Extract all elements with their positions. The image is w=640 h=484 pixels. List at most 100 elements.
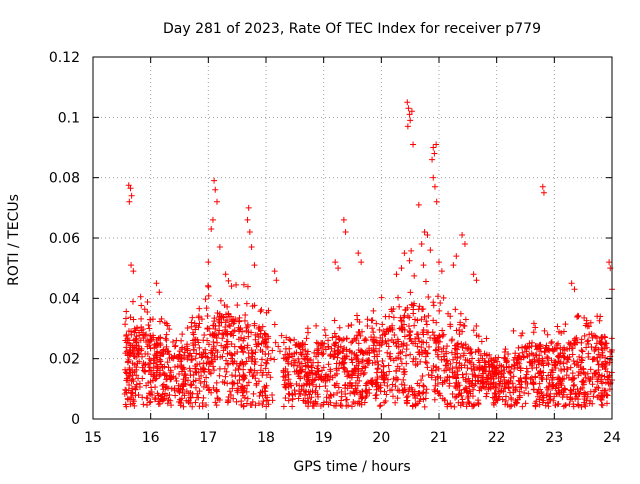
data-point xyxy=(496,362,503,369)
data-point xyxy=(297,375,304,382)
data-point xyxy=(228,355,235,362)
data-point xyxy=(144,343,151,350)
data-point xyxy=(441,397,448,404)
data-point xyxy=(196,360,203,367)
data-point xyxy=(126,350,133,357)
data-point xyxy=(554,401,561,408)
data-point xyxy=(546,396,553,403)
data-point xyxy=(550,381,557,388)
data-point xyxy=(337,343,344,350)
data-point xyxy=(379,321,386,328)
data-point xyxy=(175,388,182,395)
data-point xyxy=(425,294,432,301)
data-point xyxy=(153,280,160,287)
data-point xyxy=(166,326,173,333)
data-point xyxy=(407,289,414,296)
data-point xyxy=(349,371,356,378)
data-point xyxy=(608,348,615,355)
data-point xyxy=(457,321,464,328)
data-point xyxy=(432,388,439,395)
data-point xyxy=(263,382,270,389)
data-point xyxy=(146,360,153,367)
data-point xyxy=(356,319,363,326)
data-point xyxy=(158,361,165,368)
data-point xyxy=(437,300,444,307)
data-point xyxy=(257,389,264,396)
data-point xyxy=(139,353,146,360)
data-point xyxy=(373,369,380,376)
data-point xyxy=(262,336,269,343)
data-point xyxy=(207,331,214,338)
data-point xyxy=(333,367,340,374)
data-point xyxy=(204,312,211,319)
data-point xyxy=(323,394,330,401)
data-point xyxy=(188,381,195,388)
data-point xyxy=(378,373,385,380)
data-point xyxy=(374,353,381,360)
data-point xyxy=(536,345,543,352)
data-point xyxy=(461,362,468,369)
data-point xyxy=(354,312,361,319)
data-point xyxy=(385,362,392,369)
data-point xyxy=(540,369,547,376)
data-point xyxy=(346,347,353,354)
data-point xyxy=(359,358,366,365)
data-point xyxy=(343,353,350,360)
data-point xyxy=(519,330,526,337)
data-point xyxy=(423,360,430,367)
data-point xyxy=(574,312,581,319)
data-point xyxy=(356,400,363,407)
data-point xyxy=(251,361,258,368)
data-point xyxy=(523,365,530,372)
data-point xyxy=(460,342,467,349)
data-point xyxy=(560,403,567,410)
data-point xyxy=(122,386,129,393)
data-point xyxy=(267,355,274,362)
data-point xyxy=(429,367,436,374)
data-point xyxy=(140,401,147,408)
data-point xyxy=(150,372,157,379)
data-point xyxy=(167,397,174,404)
data-point xyxy=(422,353,429,360)
data-point xyxy=(407,117,414,124)
data-point xyxy=(292,359,299,366)
data-point xyxy=(586,323,593,330)
data-point xyxy=(420,262,427,269)
data-point xyxy=(491,389,498,396)
data-point xyxy=(239,328,246,335)
data-point xyxy=(334,390,341,397)
data-point xyxy=(353,352,360,359)
data-point xyxy=(362,382,369,389)
data-point xyxy=(259,401,266,408)
data-point xyxy=(444,343,451,350)
data-point xyxy=(462,385,469,392)
data-point xyxy=(406,335,413,342)
data-point xyxy=(436,338,443,345)
data-point xyxy=(431,183,438,190)
data-point xyxy=(463,371,470,378)
data-point xyxy=(348,339,355,346)
data-point xyxy=(474,377,481,384)
data-point xyxy=(524,368,531,375)
data-point xyxy=(298,368,305,375)
data-point xyxy=(258,306,265,313)
data-point xyxy=(397,349,404,356)
data-point xyxy=(312,387,319,394)
data-point xyxy=(224,360,231,367)
data-point xyxy=(235,366,242,373)
data-point xyxy=(149,391,156,398)
data-point xyxy=(417,358,424,365)
data-point xyxy=(507,374,514,381)
data-point xyxy=(472,380,479,387)
data-point xyxy=(238,387,245,394)
data-point xyxy=(370,347,377,354)
data-point xyxy=(401,333,408,340)
data-point xyxy=(235,385,242,392)
data-point xyxy=(408,247,415,254)
data-point xyxy=(561,375,568,382)
data-point xyxy=(555,374,562,381)
data-point xyxy=(291,387,298,394)
data-point xyxy=(425,312,432,319)
data-point xyxy=(238,401,245,408)
